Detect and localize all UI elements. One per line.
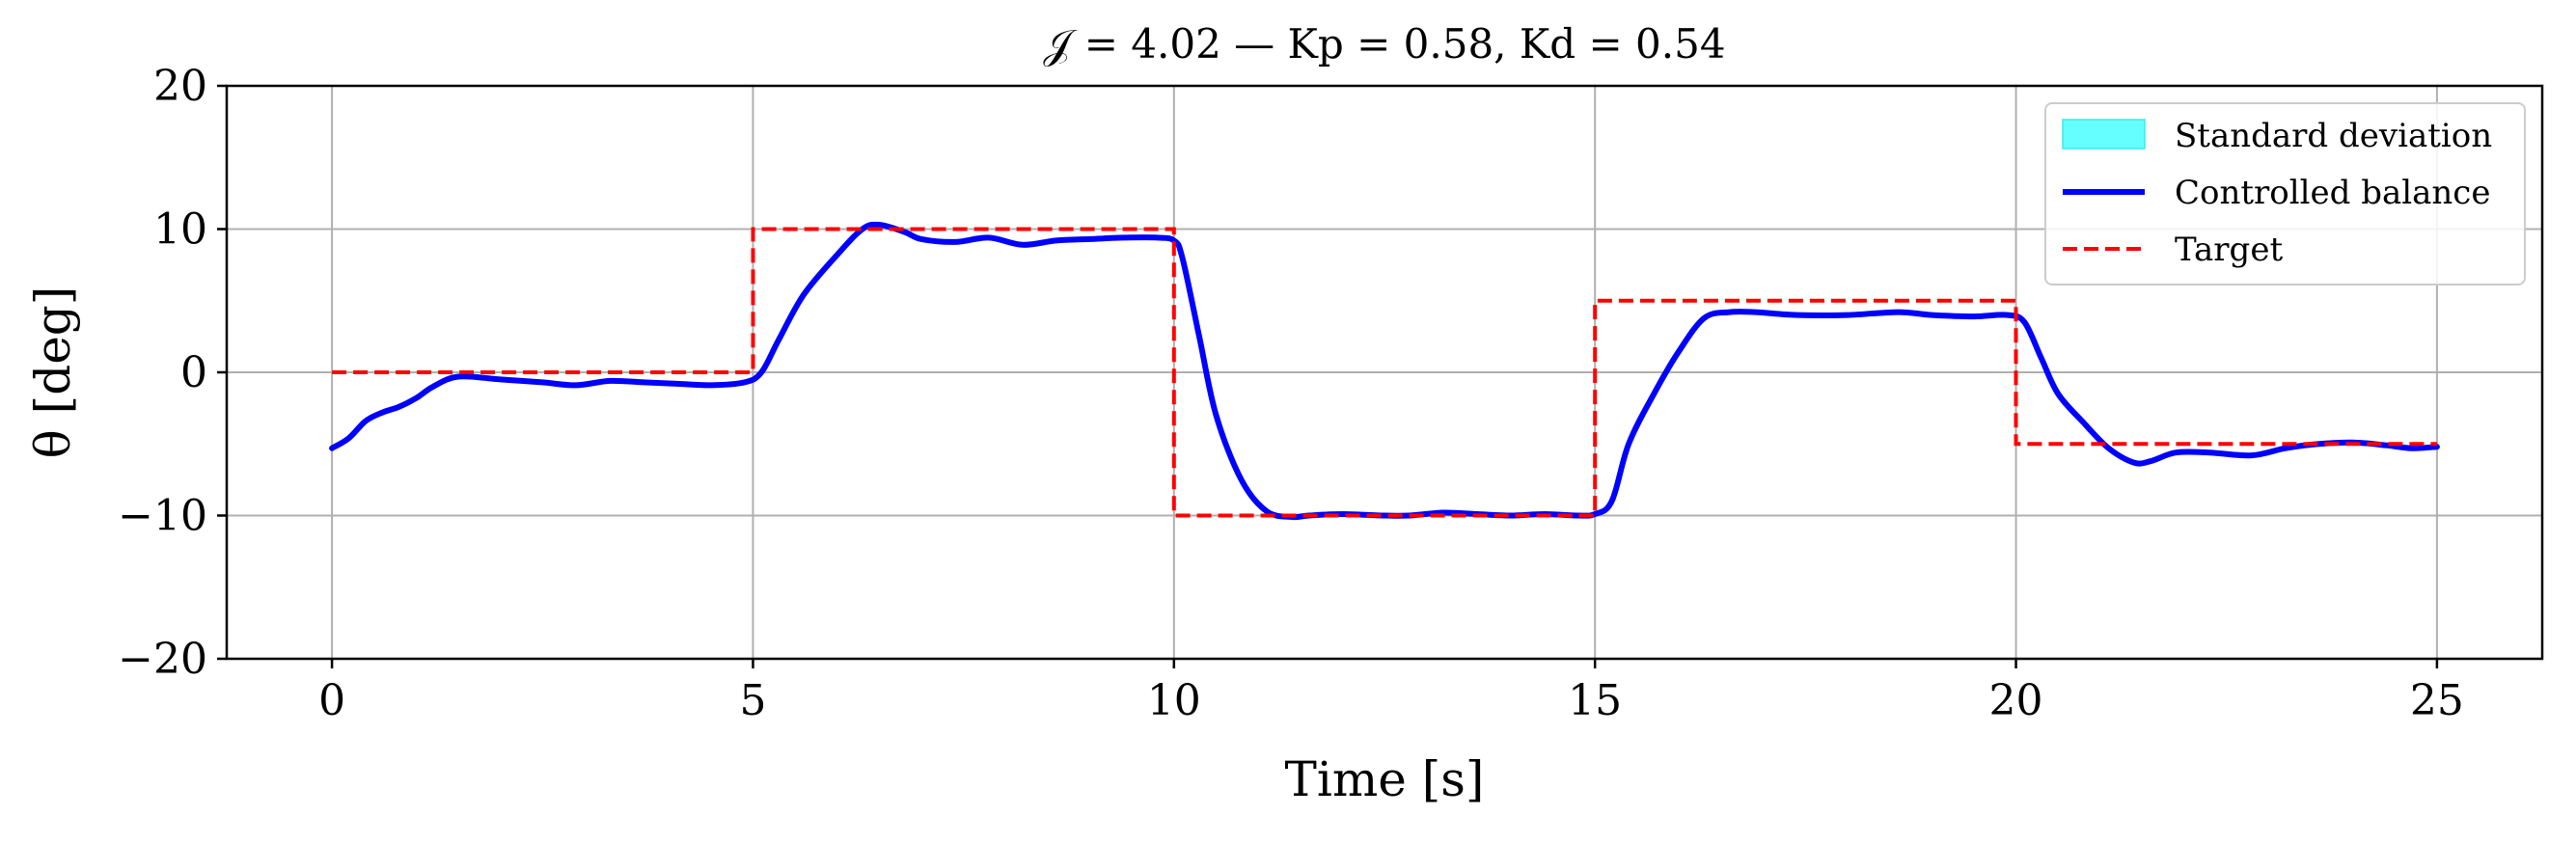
x-tick-label: 25 xyxy=(2410,676,2464,725)
x-tick-label: 15 xyxy=(1568,676,1622,725)
legend-target-label: Target xyxy=(2175,231,2283,269)
y-tick-label: −10 xyxy=(118,492,207,541)
x-tick-label: 10 xyxy=(1147,676,1201,725)
chart-title: 𝒥 = 4.02 — Kp = 0.58, Kd = 0.54 xyxy=(1043,20,1725,68)
legend-box xyxy=(2044,102,2526,286)
y-axis-label: θ [deg] xyxy=(25,286,81,459)
legend-std-label: Standard deviation xyxy=(2175,117,2492,155)
legend-balance-label: Controlled balance xyxy=(2175,174,2490,212)
axis-ticks: 0 5 10 15 20 25 −20 −10 0 10 20 xyxy=(118,62,2464,725)
series-line-target xyxy=(332,227,2437,518)
x-tick-label: 20 xyxy=(1989,676,2043,725)
y-tick-label: −20 xyxy=(118,635,207,684)
y-tick-label: 10 xyxy=(153,205,207,255)
y-tick-label: 0 xyxy=(180,348,207,397)
x-axis-label: Time [s] xyxy=(1285,751,1485,807)
x-tick-label: 5 xyxy=(739,676,766,725)
legend: Standard deviation Controlled balance Ta… xyxy=(2044,102,2526,286)
series-layer xyxy=(329,221,2440,521)
x-tick-label: 0 xyxy=(318,676,345,725)
y-tick-label: 20 xyxy=(153,62,207,111)
legend-std-swatch xyxy=(2062,119,2146,150)
